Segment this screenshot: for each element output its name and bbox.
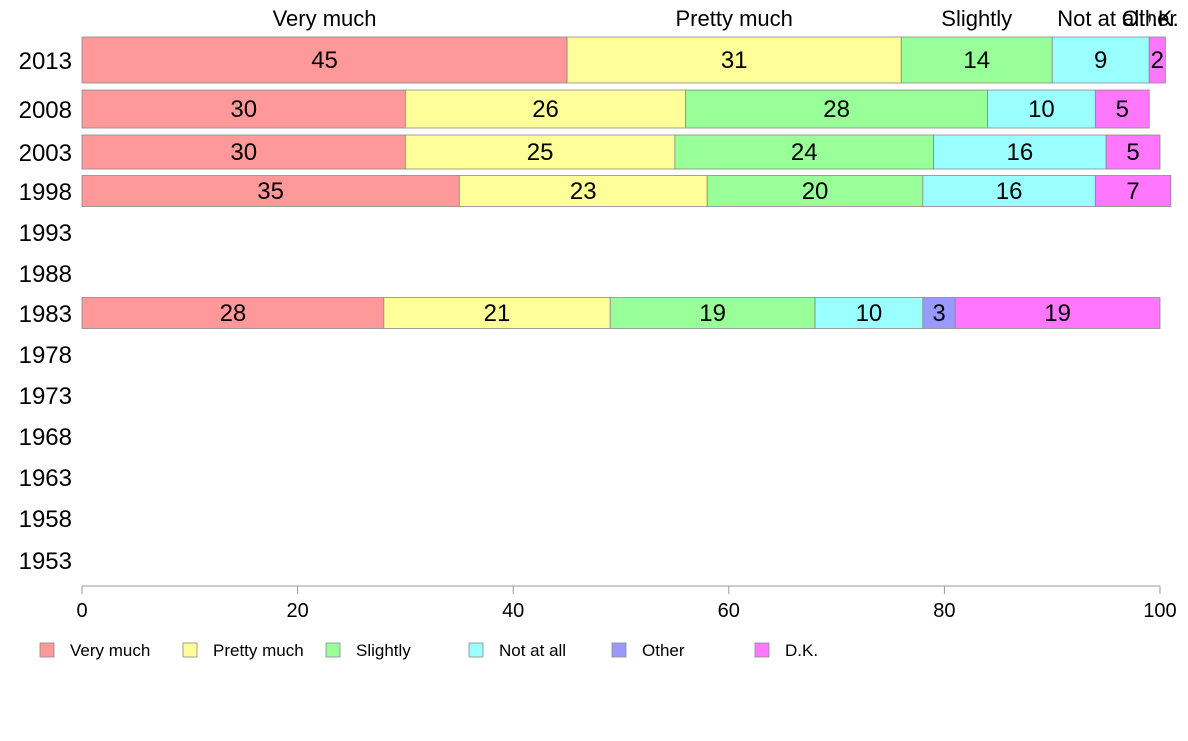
- y-tick-label: 1978: [19, 342, 72, 369]
- bar-segment-2013-slightly: [900, 36, 1053, 84]
- bar-value-label: 23: [570, 178, 597, 205]
- bar-segment-2013-pretty-much: [566, 36, 902, 84]
- legend-swatch: [325, 642, 341, 658]
- bars-layer: [81, 36, 1172, 329]
- bar-value-label: 24: [791, 139, 818, 166]
- bar-value-label: 30: [230, 139, 257, 166]
- segment-name-label: Not at all: [1057, 6, 1144, 31]
- bar-value-label: 9: [1094, 47, 1107, 74]
- y-tick-label: 2008: [19, 97, 72, 124]
- bar-segment-2008-very-much: [81, 89, 406, 129]
- bar-value-label: 10: [1028, 96, 1055, 123]
- bar-segment-2013-very-much: [81, 36, 568, 84]
- bar-value-label: 21: [484, 300, 511, 327]
- segment-name-label: Other: [1122, 6, 1177, 31]
- legend-swatch: [611, 642, 627, 658]
- y-tick-label: 1988: [19, 261, 72, 288]
- bar-value-label: 26: [532, 96, 559, 123]
- y-tick-label: 2003: [19, 140, 72, 167]
- bar-value-label: 30: [230, 96, 257, 123]
- legend-label: Pretty much: [213, 641, 304, 660]
- segment-name-label: Slightly: [941, 6, 1012, 31]
- y-tick-label: 1998: [19, 179, 72, 206]
- legend-swatch: [182, 642, 198, 658]
- bar-segment-2003-not-at-all: [933, 134, 1107, 170]
- x-tick-label: 100: [1143, 600, 1176, 622]
- legend: Very much Pretty much Slightly Not at all Ot…: [39, 641, 818, 660]
- y-tick-label: 1963: [19, 465, 72, 492]
- legend-label: Not at all: [499, 641, 566, 660]
- legend-swatch: [468, 642, 484, 658]
- bar-segment-1998-pretty-much: [458, 175, 708, 207]
- bar-segment-2008-pretty-much: [404, 89, 687, 129]
- y-tick-label: 1968: [19, 424, 72, 451]
- legend-swatch: [39, 642, 55, 658]
- bar-value-label: 16: [996, 178, 1023, 205]
- bar-value-label: 45: [311, 47, 338, 74]
- bar-segment-2013-d-k-: [1148, 36, 1166, 84]
- bar-segment-1983-very-much: [81, 297, 385, 329]
- x-tick-label: 0: [76, 600, 87, 622]
- bar-segment-2008-d-k-: [1094, 89, 1150, 129]
- bar-value-label: 25: [527, 139, 554, 166]
- segment-name-label: D.K.: [1136, 6, 1179, 31]
- bar-segment-1998-very-much: [81, 175, 460, 207]
- bar-segment-2003-very-much: [81, 134, 406, 170]
- legend-label: Slightly: [356, 641, 411, 660]
- x-tick-label: 20: [286, 600, 308, 622]
- bar-segment-1998-slightly: [706, 175, 924, 207]
- bar-labels-layer: 45 31 14 9 2 30 26 28 10 5 30 25 24 16 5 35 23 20 16 7 28 21 1…: [220, 47, 1164, 327]
- bar-segment-1983-d-k-: [954, 297, 1161, 329]
- legend-swatch: [754, 642, 770, 658]
- top-labels-layer: Very much Pretty much Slightly Not at allOt…: [273, 6, 1179, 31]
- y-tick-label: 1983: [19, 301, 72, 328]
- bar-segment-1998-not-at-all: [922, 175, 1096, 207]
- bar-value-label: 16: [1007, 139, 1034, 166]
- y-tick-label: 1953: [19, 548, 72, 575]
- bar-segment-1983-pretty-much: [383, 297, 611, 329]
- bar-segment-1998-d-k-: [1094, 175, 1172, 207]
- bar-value-label: 10: [856, 300, 883, 327]
- x-axis: 0 20 40 60 80 100: [76, 585, 1177, 622]
- x-tick-label: 80: [933, 600, 955, 622]
- x-tick-label: 40: [502, 600, 524, 622]
- bar-value-label: 2: [1151, 47, 1164, 74]
- bar-value-label: 5: [1116, 96, 1129, 123]
- bar-segment-2003-slightly: [674, 134, 935, 170]
- bar-segment-2013-not-at-all: [1051, 36, 1150, 84]
- bar-value-label: 7: [1126, 178, 1139, 205]
- bar-segment-1983-not-at-all: [814, 297, 924, 329]
- y-tick-label: 2013: [19, 48, 72, 75]
- legend-label: Other: [642, 641, 685, 660]
- bar-value-label: 3: [932, 300, 945, 327]
- bar-value-label: 20: [802, 178, 829, 205]
- bar-segment-1983-slightly: [609, 297, 816, 329]
- y-axis: 2013 2008 2003 1998 1993 1988 1983 1978 1973 1968…: [19, 48, 72, 575]
- bar-value-label: 31: [721, 47, 748, 74]
- bar-value-label: 5: [1126, 139, 1139, 166]
- bar-segment-2003-pretty-much: [404, 134, 676, 170]
- bar-segment-2008-slightly: [685, 89, 988, 129]
- bar-value-label: 28: [220, 300, 247, 327]
- bar-value-label: 14: [963, 47, 990, 74]
- bar-segment-2008-not-at-all: [987, 89, 1096, 129]
- bar-value-label: 19: [1044, 300, 1071, 327]
- segment-name-label: Pretty much: [676, 6, 793, 31]
- bar-segment-1983-other: [922, 297, 956, 329]
- bar-value-label: 19: [699, 300, 726, 327]
- bar-segment-2003-d-k-: [1105, 134, 1161, 170]
- y-tick-label: 1993: [19, 220, 72, 247]
- segment-name-label: Very much: [273, 6, 377, 31]
- bar-value-label: 28: [823, 96, 850, 123]
- x-tick-label: 60: [718, 600, 740, 622]
- bar-value-label: 35: [257, 178, 284, 205]
- y-tick-label: 1958: [19, 506, 72, 533]
- legend-label: Very much: [70, 641, 150, 660]
- legend-label: D.K.: [785, 641, 818, 660]
- y-tick-label: 1973: [19, 383, 72, 410]
